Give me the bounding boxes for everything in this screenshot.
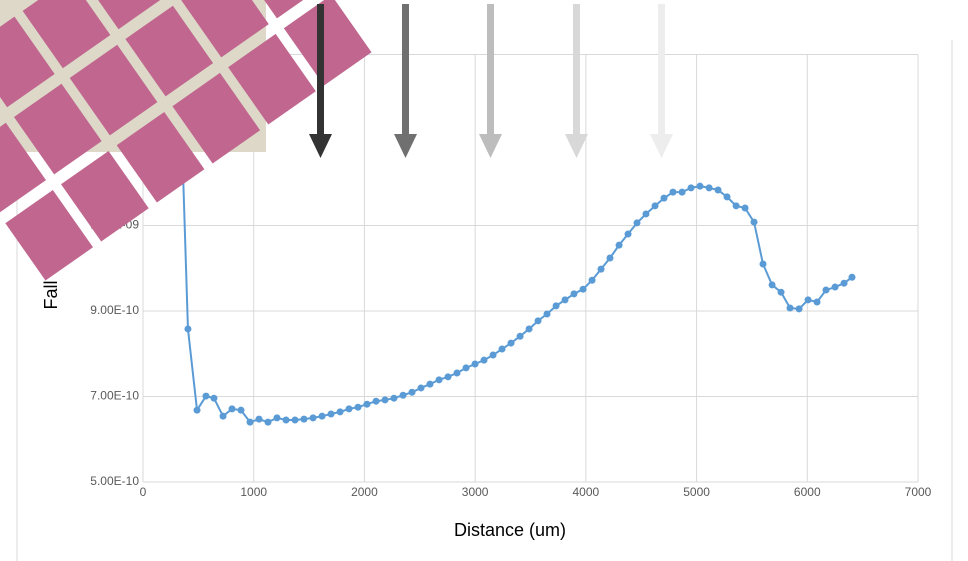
x-tick-label: 5000 [683,485,710,499]
data-point [194,407,201,414]
data-point [508,340,515,347]
data-point [463,364,470,371]
data-point [543,310,550,317]
data-point [300,416,307,423]
data-point [697,183,704,190]
data-point [283,417,290,424]
data-point [436,376,443,383]
data-point [337,408,344,415]
x-tick-label: 7000 [905,485,932,499]
data-point [453,369,460,376]
data-point [481,357,488,364]
data-point [706,184,713,191]
data-point [319,413,326,420]
data-point [220,413,227,420]
data-point [409,389,416,396]
data-point [264,419,271,426]
data-point [390,395,397,402]
data-point [661,195,668,202]
x-tick-label: 4000 [573,485,600,499]
data-point [490,352,497,359]
x-tick-label: 1000 [240,485,267,499]
plot-area [177,94,855,426]
data-point [787,305,794,312]
data-point [355,404,362,411]
data-point [769,281,776,288]
data-point [373,398,380,405]
data-point [760,260,767,267]
y-tick-label: 9.00E-10 [90,303,139,317]
data-point [400,392,407,399]
data-point [679,189,686,196]
data-point [733,202,740,209]
data-point [724,193,731,200]
data-point [327,411,334,418]
data-point [625,231,632,238]
y-tick-label: 5.00E-10 [90,474,139,488]
data-point [202,393,209,400]
data-point [553,302,560,309]
data-point [499,346,506,353]
data-point [580,286,587,293]
data-point [841,280,848,287]
data-point [247,419,254,426]
x-axis-title: Distance (um) [454,520,566,540]
data-point [363,401,370,408]
chart: 0 1000 2000 3000 4000 5000 6000 7000 5.00E-10 7.0… [0,0,968,561]
data-point [849,274,856,281]
arrows [309,4,673,158]
x-tick-label: 0 [140,485,147,499]
x-tick-label: 3000 [462,485,489,499]
data-point [589,277,596,284]
data-point [184,325,191,332]
data-point [418,384,425,391]
data-point [445,373,452,380]
data-point [742,204,749,211]
data-point [616,242,623,249]
data-point [796,305,803,312]
series-line [181,97,852,422]
data-point [273,414,280,421]
data-point [669,189,676,196]
data-point [606,254,613,261]
y-tick-label: 7.00E-10 [90,389,139,403]
data-point [634,219,641,226]
data-point [472,361,479,368]
data-point [346,405,353,412]
data-point [210,395,217,402]
data-point [292,417,299,424]
data-point [237,407,244,414]
data-point [382,396,389,403]
data-point [571,290,578,297]
data-point [256,416,263,423]
data-point [310,414,317,421]
data-point [751,219,758,226]
data-point [805,296,812,303]
data-point [832,284,839,291]
data-point [822,287,829,294]
data-point [598,266,605,273]
x-tick-label: 6000 [794,485,821,499]
data-point [562,296,569,303]
data-point [526,325,533,332]
data-point [517,333,524,340]
data-point [778,289,785,296]
data-point [652,202,659,209]
data-point [814,299,821,306]
x-tick-label: 2000 [351,485,378,499]
data-point [688,184,695,191]
data-point [426,381,433,388]
labels: 0 1000 2000 3000 4000 5000 6000 7000 5.00E-10 7.0… [90,218,931,500]
data-point [642,210,649,217]
data-point [535,317,542,324]
data-point [229,405,236,412]
data-point [715,187,722,194]
